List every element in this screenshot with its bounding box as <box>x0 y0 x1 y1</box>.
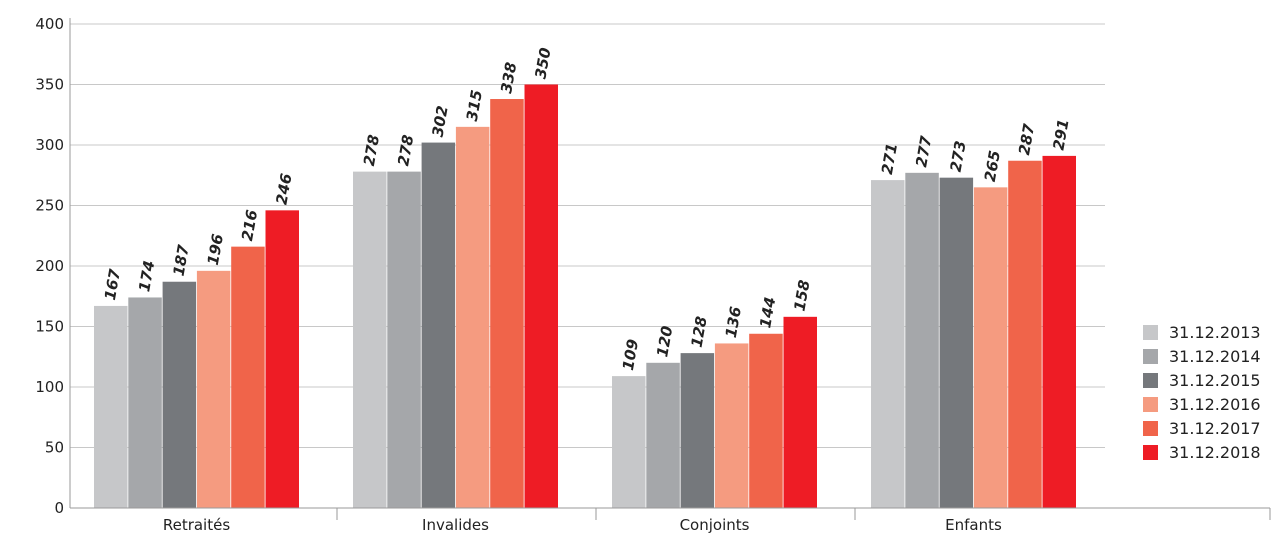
legend-swatch-31-12-2016 <box>1143 397 1158 412</box>
bar-enfants-31-12-2014 <box>905 172 939 508</box>
bar-conjoints-31-12-2015 <box>680 353 715 508</box>
bar-conjoints-31-12-2016 <box>714 343 749 508</box>
x-tick-label-1: Invalides <box>422 516 489 534</box>
x-tick-label-3: Enfants <box>945 516 1002 534</box>
y-tick-label-150: 150 <box>35 318 64 336</box>
value-label: 278 <box>394 133 417 167</box>
value-label: 167 <box>101 267 124 302</box>
legend-swatch-31-12-2018 <box>1143 445 1158 460</box>
legend-label-31-12-2017: 31.12.2017 <box>1169 419 1261 438</box>
y-tick-label-200: 200 <box>35 257 64 275</box>
bar-conjoints-31-12-2017 <box>749 333 783 508</box>
value-label: 128 <box>688 315 711 349</box>
legend-label-31-12-2014: 31.12.2014 <box>1169 347 1261 366</box>
bar-retrait-s-31-12-2014 <box>128 297 162 508</box>
bar-invalides-31-12-2018 <box>524 84 558 508</box>
bar-enfants-31-12-2018 <box>1042 155 1076 508</box>
legend-label-31-12-2018: 31.12.2018 <box>1169 443 1261 462</box>
x-tick-label-2: Conjoints <box>680 516 750 534</box>
bar-retrait-s-31-12-2016 <box>196 270 231 508</box>
bar-enfants-31-12-2016 <box>973 187 1008 508</box>
legend-swatch-31-12-2017 <box>1143 421 1158 436</box>
value-label: 271 <box>878 142 901 176</box>
legend-label-31-12-2013: 31.12.2013 <box>1169 323 1261 342</box>
y-tick-label-50: 50 <box>45 439 64 457</box>
value-label: 120 <box>653 325 676 359</box>
bar-conjoints-31-12-2014 <box>646 362 680 508</box>
bar-conjoints-31-12-2018 <box>783 316 817 508</box>
bar-enfants-31-12-2017 <box>1008 160 1042 509</box>
legend-swatch-31-12-2013 <box>1143 325 1158 340</box>
bar-enfants-31-12-2013 <box>871 180 905 508</box>
value-label: 338 <box>497 61 520 95</box>
legend-label-31-12-2015: 31.12.2015 <box>1169 371 1261 390</box>
bar-enfants-31-12-2015 <box>939 177 974 509</box>
legend: 31.12.2013 31.12.2014 31.12.2015 31.12.2016… <box>1143 323 1261 462</box>
value-label: 315 <box>463 89 486 123</box>
bar-retrait-s-31-12-2018 <box>265 210 299 508</box>
y-tick-label-400: 400 <box>35 15 64 33</box>
bar-conjoints-31-12-2013 <box>612 376 646 508</box>
y-axis-ticks: 0 50 100 150 200 250 300 350 400 <box>35 15 64 517</box>
bar-retrait-s-31-12-2017 <box>231 246 265 508</box>
value-label: 136 <box>722 305 745 339</box>
value-label: 287 <box>1015 122 1038 157</box>
legend-label-31-12-2016: 31.12.2016 <box>1169 395 1261 414</box>
value-label: 278 <box>360 133 383 167</box>
value-labels: 167 174 187 196 216 246 278 278 302 315 338 350 109 1… <box>101 46 1073 372</box>
x-axis: Retraités Invalides Conjoints Enfants <box>69 18 1271 534</box>
y-tick-label-0: 0 <box>54 499 64 517</box>
y-tick-label-100: 100 <box>35 378 64 396</box>
value-label: 144 <box>756 295 779 329</box>
bar-invalides-31-12-2013 <box>353 171 387 508</box>
value-label: 277 <box>912 134 935 169</box>
legend-swatch-31-12-2015 <box>1143 373 1158 388</box>
value-label: 350 <box>531 46 554 80</box>
value-label: 273 <box>947 139 970 173</box>
bar-invalides-31-12-2017 <box>490 99 524 509</box>
y-tick-label-350: 350 <box>35 76 64 94</box>
bar-retrait-s-31-12-2013 <box>94 305 128 508</box>
value-label: 196 <box>204 233 227 267</box>
y-tick-label-250: 250 <box>35 197 64 215</box>
value-label: 216 <box>238 208 261 242</box>
bar-invalides-31-12-2015 <box>421 142 456 508</box>
bar-invalides-31-12-2016 <box>455 126 490 508</box>
y-tick-label-300: 300 <box>35 136 64 154</box>
value-label: 246 <box>272 172 295 206</box>
value-label: 265 <box>981 149 1004 183</box>
legend-swatch-31-12-2014 <box>1143 349 1158 364</box>
bar-invalides-31-12-2014 <box>387 171 421 508</box>
value-label: 109 <box>619 338 642 372</box>
value-label: 302 <box>429 104 452 138</box>
value-label: 174 <box>135 259 158 293</box>
value-label: 187 <box>170 243 193 278</box>
x-tick-label-0: Retraités <box>163 516 230 534</box>
value-label: 158 <box>790 279 813 313</box>
bar-retrait-s-31-12-2015 <box>162 281 197 508</box>
value-label: 291 <box>1049 118 1072 152</box>
bars <box>94 84 1076 509</box>
